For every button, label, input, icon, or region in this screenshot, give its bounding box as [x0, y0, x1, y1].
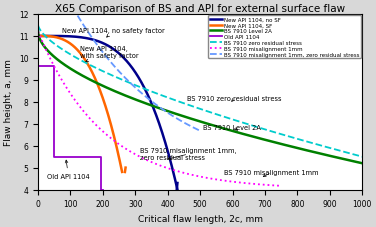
Text: New API 1104,
with safety factor: New API 1104, with safety factor [80, 46, 139, 62]
Text: Old API 1104: Old API 1104 [47, 160, 90, 180]
Text: New API 1104, no safety factor: New API 1104, no safety factor [62, 28, 165, 38]
Text: BS 7910 zero residual stress: BS 7910 zero residual stress [187, 96, 282, 102]
X-axis label: Critical flaw length, 2c, mm: Critical flaw length, 2c, mm [138, 214, 262, 223]
Title: X65 Comparison of BS and API for external surface flaw: X65 Comparison of BS and API for externa… [55, 4, 345, 14]
Y-axis label: Flaw height, a, mm: Flaw height, a, mm [4, 59, 13, 146]
Legend: New API 1104, no SF, New API 1104, SF, BS 7910 Level 2A, Old API 1104, BS 7910 z: New API 1104, no SF, New API 1104, SF, B… [208, 16, 361, 59]
Text: BS 7910 Level 2A: BS 7910 Level 2A [203, 124, 261, 131]
Text: BS 7910 misalignment 1mm: BS 7910 misalignment 1mm [224, 170, 319, 177]
Text: BS 7910 misalignment 1mm,
zero residual stress: BS 7910 misalignment 1mm, zero residual … [140, 148, 237, 161]
